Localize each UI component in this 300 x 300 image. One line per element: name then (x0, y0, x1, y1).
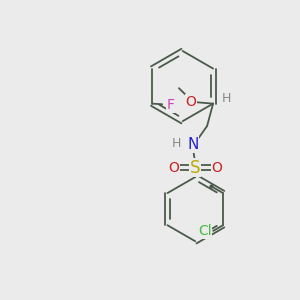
Text: F: F (167, 98, 175, 112)
Text: O: O (185, 95, 196, 109)
Text: Cl: Cl (198, 224, 212, 238)
Text: N: N (187, 137, 199, 152)
Text: S: S (190, 158, 200, 176)
Text: O: O (168, 160, 179, 175)
Text: H: H (222, 92, 231, 105)
Text: O: O (211, 160, 222, 175)
Text: H: H (172, 137, 181, 150)
